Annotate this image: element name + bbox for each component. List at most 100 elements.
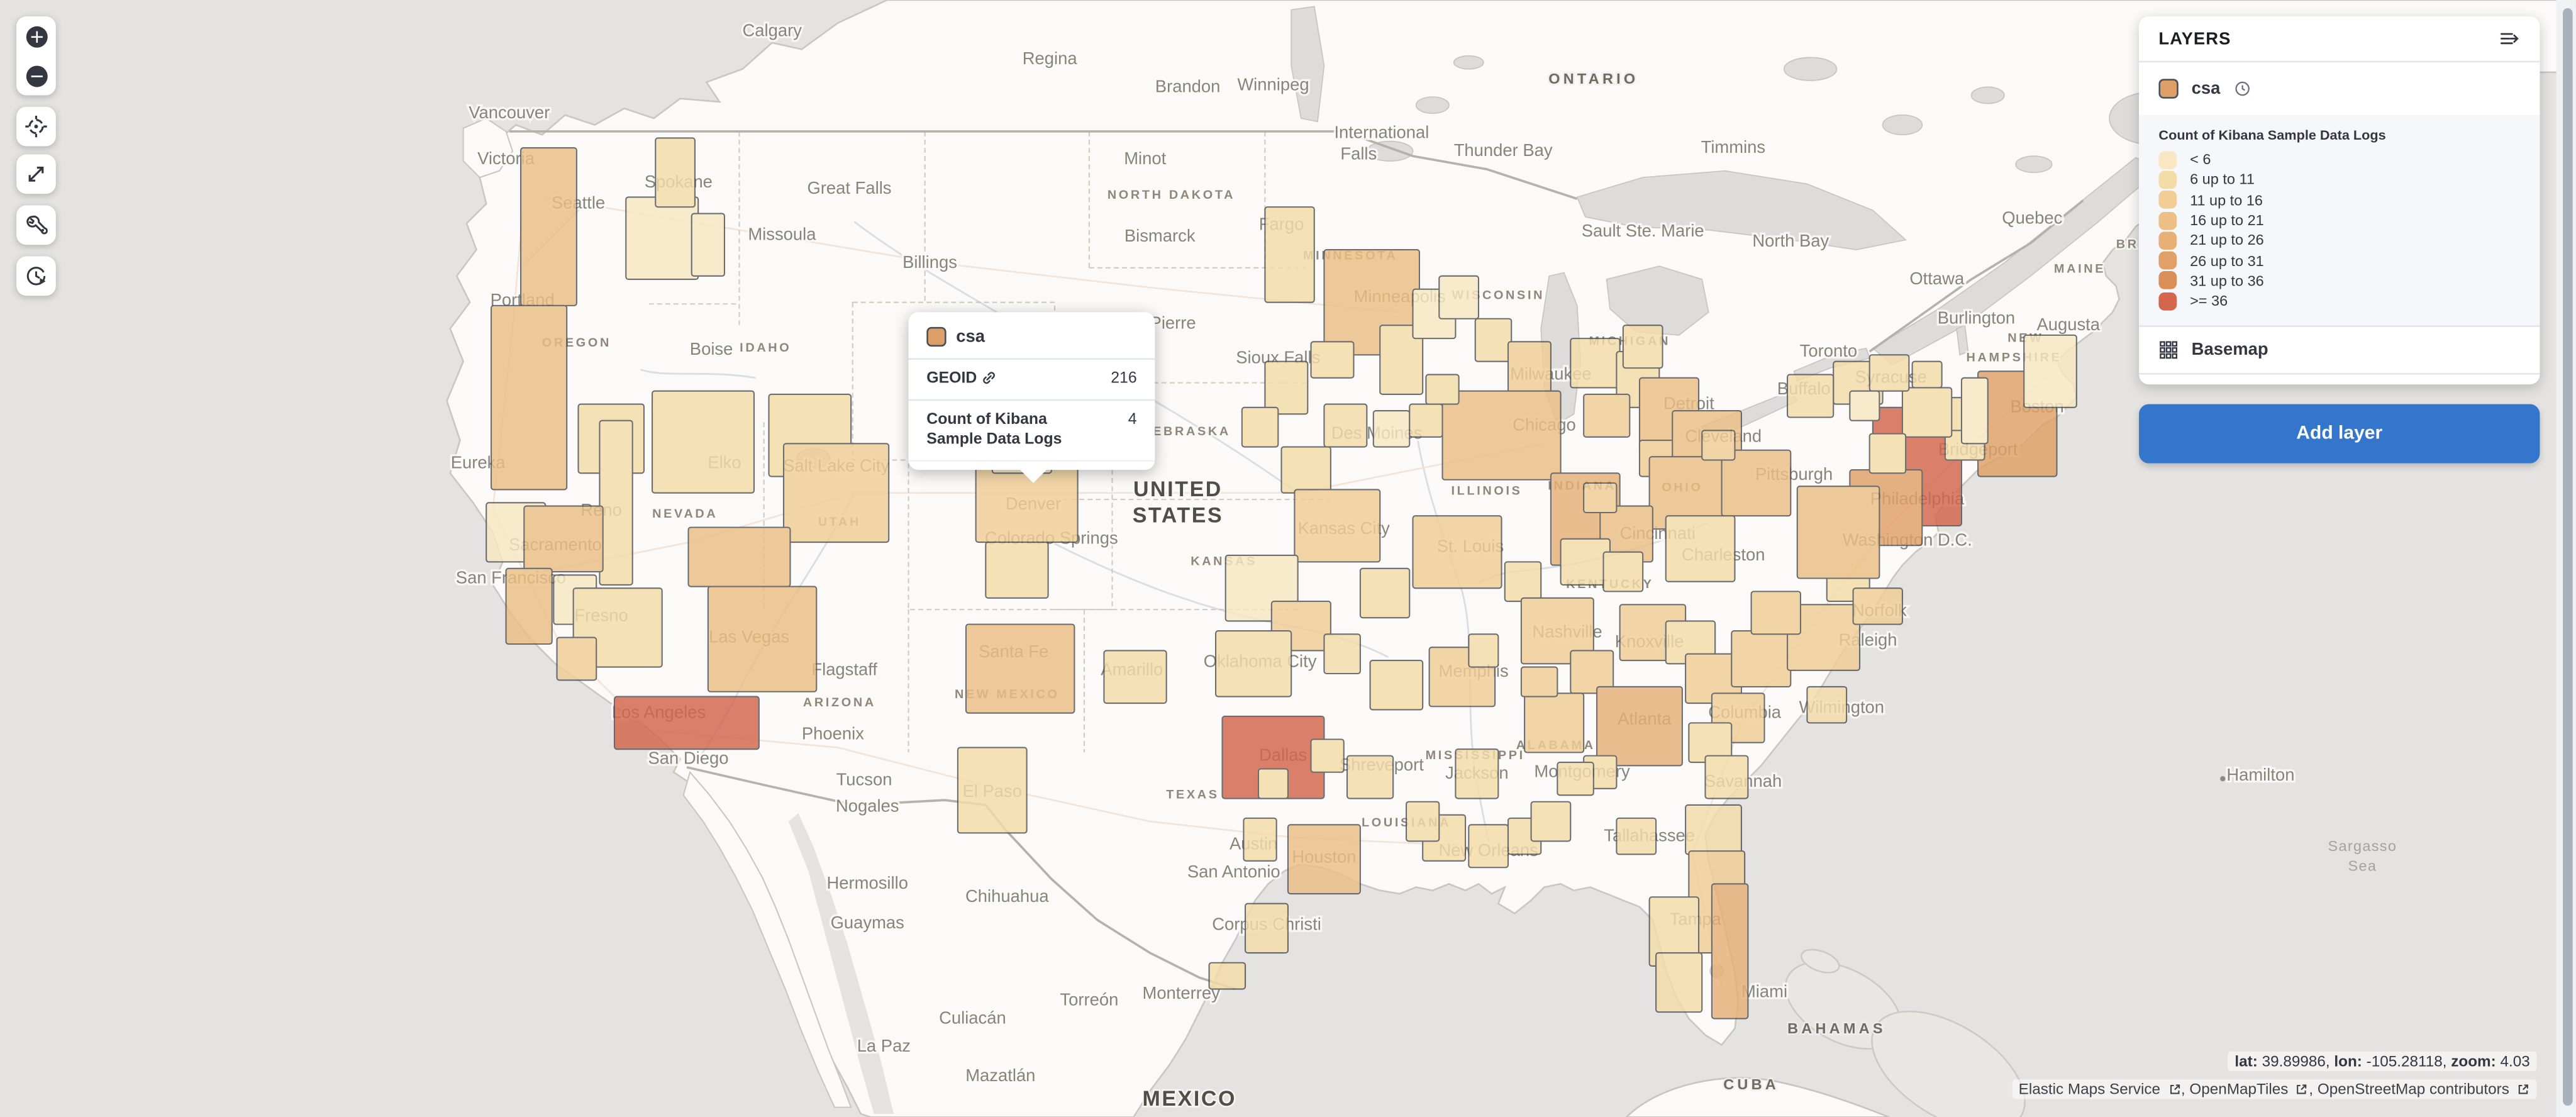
csa-region[interactable] <box>1504 561 1542 603</box>
attribution-link[interactable]: Elastic Maps Service <box>2019 1081 2181 1098</box>
csa-region[interactable] <box>1583 482 1618 514</box>
csa-region[interactable] <box>625 196 699 281</box>
csa-region[interactable] <box>782 443 890 543</box>
csa-region[interactable] <box>1208 962 1246 990</box>
csa-region[interactable] <box>1369 660 1424 711</box>
csa-region[interactable] <box>1868 433 1907 474</box>
csa-region[interactable] <box>1455 748 1499 799</box>
csa-region[interactable] <box>655 137 696 208</box>
attribution-link[interactable]: OpenMapTiles <box>2189 1081 2309 1098</box>
csa-region[interactable] <box>1520 666 1558 697</box>
csa-region[interactable] <box>1796 486 1880 579</box>
csa-region[interactable] <box>1359 567 1411 619</box>
csa-region[interactable] <box>1310 341 1355 379</box>
csa-region[interactable] <box>1520 597 1594 665</box>
csa-region[interactable] <box>1425 374 1460 405</box>
csa-region[interactable] <box>556 636 597 681</box>
csa-region[interactable] <box>1731 630 1792 687</box>
menu-right-icon[interactable] <box>2499 28 2520 49</box>
csa-region[interactable] <box>1409 403 1443 438</box>
csa-region[interactable] <box>1530 801 1572 842</box>
timeslider-button[interactable] <box>16 256 56 296</box>
csa-region[interactable] <box>1280 446 1331 494</box>
csa-region[interactable] <box>1806 686 1848 724</box>
csa-region[interactable] <box>1570 650 1614 694</box>
tools-button[interactable] <box>16 205 56 245</box>
csa-region[interactable] <box>1474 318 1513 362</box>
csa-region[interactable] <box>1524 692 1585 753</box>
csa-region[interactable] <box>651 390 755 494</box>
csa-region[interactable] <box>1868 354 1910 392</box>
csa-region[interactable] <box>1596 686 1683 767</box>
csa-region[interactable] <box>985 541 1049 599</box>
attribution-link[interactable]: OpenStreetMap contributors <box>2318 1081 2530 1098</box>
csa-region[interactable] <box>1901 387 1953 438</box>
csa-region[interactable] <box>1346 755 1394 799</box>
csa-region[interactable] <box>1243 817 1277 862</box>
csa-region[interactable] <box>613 696 760 750</box>
csa-region[interactable] <box>1294 489 1381 563</box>
csa-region[interactable] <box>520 147 577 306</box>
csa-region[interactable] <box>1438 275 1480 320</box>
csa-region[interactable] <box>1310 738 1345 773</box>
csa-region[interactable] <box>1257 768 1289 799</box>
csa-region[interactable] <box>1685 804 1742 855</box>
csa-region[interactable] <box>505 567 553 645</box>
link-icon[interactable] <box>980 370 997 386</box>
csa-region[interactable] <box>1379 325 1424 395</box>
csa-region[interactable] <box>965 623 1075 714</box>
add-layer-button[interactable]: Add layer <box>2139 404 2540 464</box>
fit-to-data-button[interactable] <box>16 154 56 194</box>
csa-region[interactable] <box>1264 360 1309 415</box>
csa-region[interactable] <box>1557 762 1594 796</box>
csa-region[interactable] <box>1721 449 1792 517</box>
csa-region[interactable] <box>1323 403 1368 448</box>
csa-region[interactable] <box>1214 630 1292 697</box>
csa-region[interactable] <box>1711 883 1749 1020</box>
csa-region[interactable] <box>1616 817 1657 855</box>
layer-row-csa[interactable]: csa <box>2139 62 2540 115</box>
csa-region[interactable] <box>1750 591 1802 635</box>
csa-region[interactable] <box>1570 338 1621 389</box>
csa-region[interactable] <box>1264 206 1315 303</box>
set-view-button[interactable] <box>16 106 56 147</box>
map-label: MEXICO <box>1142 1087 1236 1111</box>
csa-region[interactable] <box>1602 551 1644 592</box>
csa-region[interactable] <box>957 747 1028 834</box>
csa-region[interactable] <box>491 304 568 491</box>
zoom-out-button[interactable] <box>16 56 56 96</box>
csa-region[interactable] <box>1468 633 1499 668</box>
csa-region[interactable] <box>1583 393 1631 438</box>
csa-region[interactable] <box>1405 801 1440 842</box>
csa-region[interactable] <box>1287 824 1361 895</box>
zoom-in-button[interactable] <box>16 16 56 56</box>
csa-region[interactable] <box>2023 334 2077 408</box>
csa-region[interactable] <box>523 505 604 573</box>
csa-region[interactable] <box>1245 903 1289 954</box>
csa-region[interactable] <box>707 586 818 692</box>
csa-region[interactable] <box>1441 390 1562 481</box>
csa-region[interactable] <box>599 420 633 586</box>
csa-region[interactable] <box>1665 515 1736 582</box>
csa-region[interactable] <box>1412 515 1502 589</box>
scrollbar-thumb[interactable] <box>2562 8 2572 1106</box>
csa-region[interactable] <box>1241 406 1279 448</box>
csa-region[interactable] <box>1372 410 1411 448</box>
csa-region[interactable] <box>691 213 726 277</box>
csa-region[interactable] <box>1655 952 1703 1013</box>
csa-region[interactable] <box>1787 374 1835 418</box>
csa-region[interactable] <box>1911 360 1943 389</box>
csa-region[interactable] <box>1103 650 1167 704</box>
layer-row-basemap[interactable]: Basemap <box>2139 328 2540 374</box>
csa-region[interactable] <box>1704 755 1749 799</box>
csa-region[interactable] <box>1323 633 1361 675</box>
csa-region[interactable] <box>1852 587 1903 625</box>
csa-region[interactable] <box>1787 604 1861 671</box>
csa-region[interactable] <box>1701 430 1736 461</box>
csa-region[interactable] <box>687 526 791 587</box>
csa-region[interactable] <box>1560 538 1611 586</box>
csa-region[interactable] <box>1468 824 1509 869</box>
csa-region[interactable] <box>1960 377 1989 445</box>
csa-region[interactable] <box>1849 390 1880 421</box>
csa-region[interactable] <box>1622 325 1663 369</box>
